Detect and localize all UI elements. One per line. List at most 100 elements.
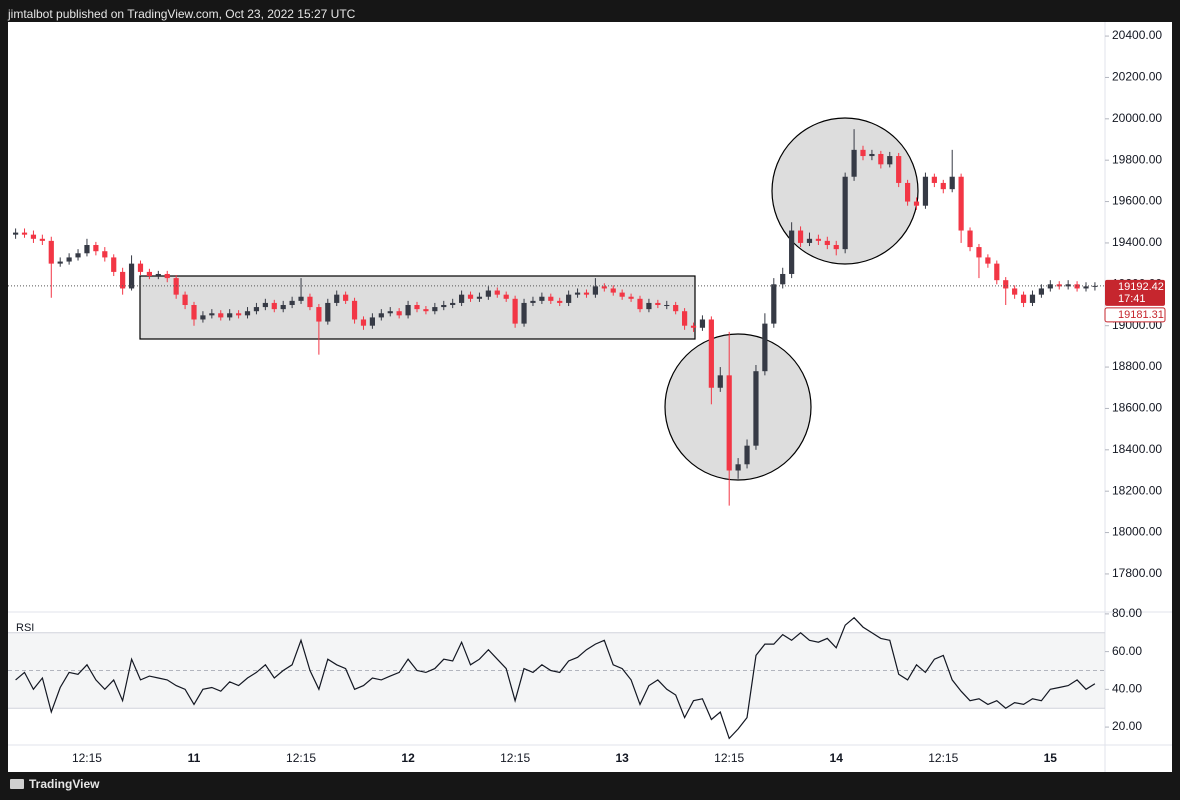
y-tick-label: 18800.00 <box>1112 359 1162 373</box>
candle-body <box>967 230 973 248</box>
y-tick-label: 19800.00 <box>1112 152 1162 166</box>
candle-body <box>262 302 268 308</box>
candle-body <box>128 263 135 289</box>
candle-body <box>574 292 581 295</box>
countdown-label: 17:41 <box>1118 293 1146 305</box>
candle-body <box>485 290 491 297</box>
axes-layer: 17800.00 18000.00 18200.00 18400.00 18600.00… <box>72 28 1166 765</box>
candle-body <box>1012 288 1018 295</box>
candle-body <box>949 176 955 190</box>
candle-body <box>521 302 527 324</box>
candle-body <box>557 300 563 303</box>
candle-body <box>842 176 848 250</box>
candle-body <box>717 375 723 388</box>
x-tick-label: 12:15 <box>286 751 316 765</box>
candle-body <box>994 263 1000 281</box>
candle-body <box>360 319 367 326</box>
candle-body <box>1038 288 1044 295</box>
candle-body <box>13 232 19 235</box>
candle-body <box>200 315 206 320</box>
candle-body <box>155 273 161 277</box>
candle-body <box>824 240 830 246</box>
candle-body <box>789 230 795 274</box>
candle-body <box>913 201 920 206</box>
candle-body <box>958 176 964 231</box>
candle-body <box>628 296 634 299</box>
candle-body <box>30 234 37 239</box>
x-tick-label: 15 <box>1044 751 1058 765</box>
candle-body <box>931 176 937 183</box>
candle-body <box>414 305 420 310</box>
candle-body <box>985 257 991 264</box>
candle-body <box>548 296 554 301</box>
candle-body <box>503 294 509 299</box>
candle-body <box>21 232 28 235</box>
x-tick-label: 12 <box>401 751 415 765</box>
candle-body <box>655 302 661 306</box>
candle-body <box>833 245 839 250</box>
candle-body <box>905 182 911 202</box>
last-price-label: 19192.42 <box>1118 281 1164 293</box>
candle-body <box>432 307 438 312</box>
candle-body <box>896 156 902 183</box>
y-tick-label: 80.00 <box>1112 606 1142 620</box>
candle-body <box>343 294 349 301</box>
candle-body <box>325 302 331 322</box>
candle-body <box>57 261 63 264</box>
candle-body <box>39 238 45 241</box>
candle-body <box>566 294 572 303</box>
x-tick-label: 12:15 <box>500 751 530 765</box>
candle-body <box>387 311 393 314</box>
y-tick-label: 19400.00 <box>1112 235 1162 249</box>
candle-body <box>797 230 804 243</box>
footer-logo: TradingView <box>10 777 100 791</box>
plot-layer <box>8 129 1105 740</box>
candle-body <box>120 271 126 289</box>
candle-body <box>940 182 946 190</box>
candle-body <box>1065 284 1071 287</box>
candle-body <box>423 309 429 312</box>
candle-body <box>512 298 518 324</box>
candle-body <box>75 253 81 258</box>
candle-body <box>66 257 72 262</box>
candle-body <box>334 294 340 303</box>
candle-body <box>1047 284 1053 289</box>
candle-body <box>539 296 545 301</box>
candle-body <box>726 375 732 471</box>
candle-body <box>93 245 99 252</box>
x-tick-label: 11 <box>188 751 201 765</box>
candle-body <box>236 313 242 316</box>
y-tick-label: 40.00 <box>1112 682 1142 696</box>
header-text: jimtalbot published on TradingView.com, … <box>7 7 356 21</box>
candle-body <box>351 300 358 320</box>
candle-body <box>182 294 188 306</box>
candle-body <box>887 156 893 165</box>
y-tick-label: 18600.00 <box>1112 401 1162 415</box>
candle-body <box>1029 294 1036 303</box>
candle-body <box>619 292 625 297</box>
logo-icon <box>10 779 24 789</box>
candle-body <box>780 273 786 285</box>
candle-body <box>922 176 929 206</box>
x-tick-label: 13 <box>615 751 629 765</box>
candle-body <box>1056 284 1062 287</box>
candle-body <box>307 296 313 308</box>
x-tick-label: 12:15 <box>72 751 102 765</box>
candle-body <box>289 300 295 306</box>
y-tick-label: 20200.00 <box>1112 70 1162 84</box>
candle-body <box>878 153 884 165</box>
candle-body <box>690 325 697 328</box>
candle-body <box>218 313 224 318</box>
candle-body <box>771 284 777 324</box>
rsi-title: RSI <box>16 622 34 634</box>
candle-body <box>111 257 117 272</box>
candle-body <box>164 273 170 279</box>
candle-body <box>869 153 875 157</box>
candle-body <box>102 251 108 258</box>
candle-body <box>610 288 616 293</box>
candle-body <box>467 294 474 299</box>
candle-body <box>1020 294 1027 303</box>
candle-body <box>976 247 982 258</box>
candle-body <box>369 317 375 326</box>
